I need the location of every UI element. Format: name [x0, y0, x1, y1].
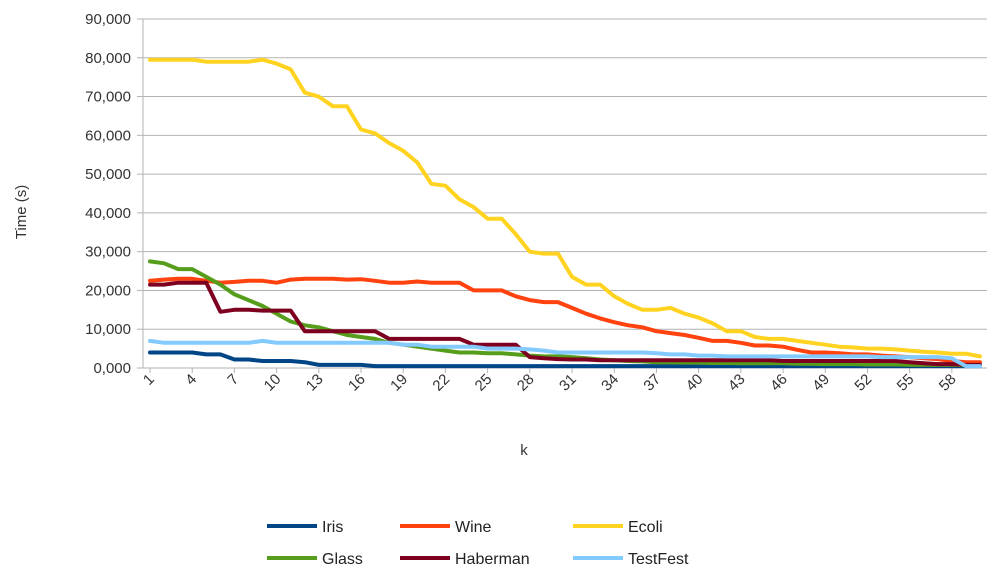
x-tick-label: 13: [303, 371, 327, 395]
x-tick-label: 19: [387, 371, 411, 395]
legend: Iris Wine Ecoli Glass Haberman TestFest: [267, 519, 689, 568]
series-line-haberman: [148, 280, 982, 367]
x-tick-label: 10: [261, 371, 285, 395]
legend-label-glass: Glass: [322, 551, 363, 568]
y-axis-ticks: 0,000 10,000 20,000 30,000 40,000 50,000 60,00…: [85, 11, 143, 377]
plot-area: [148, 57, 982, 369]
y-tick-label: 50,000: [85, 166, 131, 183]
y-tick-label: 20,000: [85, 282, 131, 299]
x-tick-label: 16: [345, 371, 369, 395]
y-tick-label: 40,000: [85, 205, 131, 222]
x-axis-ticks: 1 4 7 10 13 16 19 22 25 28 31 34 37 40 43 46 49 52 55 58: [140, 368, 960, 395]
x-tick-label: 7: [224, 371, 242, 389]
x-tick-label: 55: [894, 371, 918, 395]
x-tick-label: 34: [598, 371, 622, 395]
y-tick-label: 90,000: [85, 11, 131, 28]
y-tick-label: 60,000: [85, 127, 131, 144]
legend-label-haberman: Haberman: [455, 551, 530, 568]
x-tick-label: 1: [140, 371, 158, 389]
y-tick-label: 30,000: [85, 244, 131, 261]
y-axis-label: Time (s): [13, 185, 30, 239]
y-tick-label: 0,000: [93, 360, 131, 377]
legend-label-testfest: TestFest: [628, 551, 689, 568]
y-tick-label: 80,000: [85, 50, 131, 67]
series-line-glass: [148, 259, 982, 368]
series-line-testfest: [148, 338, 982, 369]
x-tick-label: 28: [514, 371, 538, 395]
legend-label-ecoli: Ecoli: [628, 519, 663, 536]
x-axis-label: k: [520, 442, 528, 459]
y-tick-label: 70,000: [85, 89, 131, 106]
x-tick-label: 4: [182, 371, 200, 389]
x-tick-label: 49: [809, 371, 833, 395]
series-line-ecoli: [148, 57, 982, 359]
legend-label-wine: Wine: [455, 519, 492, 536]
x-tick-label: 58: [936, 371, 960, 395]
x-tick-label: 52: [851, 371, 875, 395]
gridlines: [142, 18, 987, 369]
legend-label-iris: Iris: [322, 519, 343, 536]
x-tick-label: 40: [683, 371, 707, 395]
x-tick-label: 25: [472, 371, 496, 395]
x-tick-label: 22: [429, 371, 453, 395]
x-tick-label: 46: [767, 371, 791, 395]
x-tick-label: 37: [640, 371, 664, 395]
x-tick-label: 31: [556, 371, 580, 395]
series-line-wine: [148, 276, 982, 365]
x-tick-label: 43: [725, 371, 749, 395]
y-tick-label: 10,000: [85, 321, 131, 338]
